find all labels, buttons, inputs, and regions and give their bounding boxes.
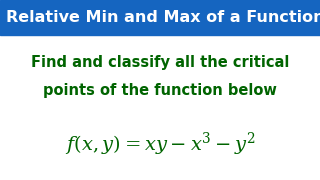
Bar	[0, 0, 320, 35]
Text: Relative Min and Max of a Function: Relative Min and Max of a Function	[6, 10, 320, 25]
Text: Find and classify all the critical: Find and classify all the critical	[31, 55, 289, 70]
Text: $f(x, y) = xy - x^3 - y^2$: $f(x, y) = xy - x^3 - y^2$	[65, 130, 255, 158]
Text: points of the function below: points of the function below	[43, 82, 277, 98]
